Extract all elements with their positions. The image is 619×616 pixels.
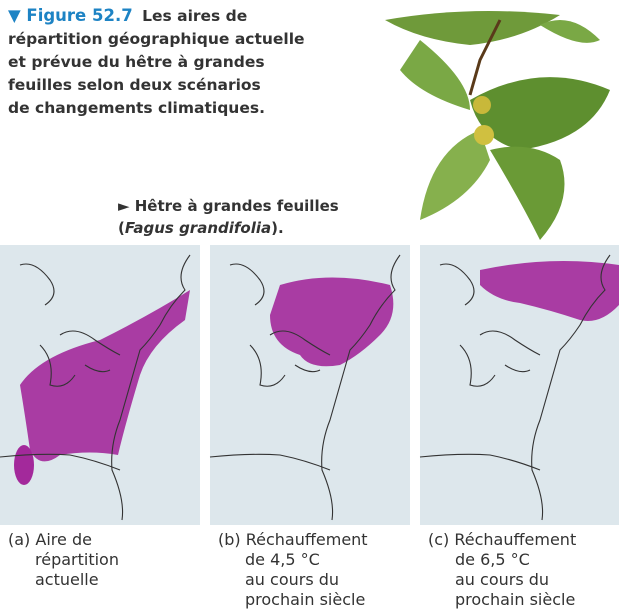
figure-label: ▼ Figure 52.7 bbox=[8, 6, 133, 25]
caption-line: et prévue du hêtre à grandes bbox=[8, 53, 265, 71]
panel-line: (c) Réchauffement bbox=[428, 530, 619, 550]
panel-text: actuelle bbox=[35, 570, 99, 589]
panel-line: (b) Réchauffement bbox=[218, 530, 418, 550]
species: Fagus grandifolia bbox=[124, 219, 272, 237]
panel-text: répartition bbox=[35, 550, 119, 569]
panel-letter: (b) bbox=[218, 530, 241, 549]
paren: ( bbox=[118, 219, 125, 237]
caption-line: répartition géographique actuelle bbox=[8, 30, 305, 48]
panel-text: au cours du bbox=[455, 570, 550, 589]
caption-line: Les aires de bbox=[142, 7, 248, 25]
panel-text: de 4,5 °C bbox=[245, 550, 320, 569]
photo-caption-line: ► Hêtre à grandes feuilles bbox=[118, 197, 339, 215]
panel-text: au cours du bbox=[245, 570, 340, 589]
maps bbox=[0, 245, 619, 525]
panel-label: (a) Aire de répartition actuelle bbox=[8, 530, 208, 590]
paren: ). bbox=[271, 219, 284, 237]
map-c bbox=[419, 245, 619, 525]
panel-letter: (a) bbox=[8, 530, 31, 549]
panel-line: (a) Aire de bbox=[8, 530, 208, 550]
panel-label: (c) Réchauffement de 6,5 °C au cours du pro… bbox=[428, 530, 619, 610]
panel-text: Aire de bbox=[35, 530, 92, 549]
panel-label: (b) Réchauffement de 4,5 °C au cours du pro… bbox=[218, 530, 418, 610]
panel-text: Réchauffement bbox=[454, 530, 577, 549]
figure-caption: ▼ Figure 52.7 Les aires de répartition gé… bbox=[8, 4, 305, 120]
photo-caption: ► Hêtre à grandes feuilles (Fagus grandi… bbox=[118, 195, 339, 239]
panel-text: prochain siècle bbox=[455, 590, 576, 609]
panel-text: Réchauffement bbox=[245, 530, 368, 549]
panel-text: prochain siècle bbox=[245, 590, 366, 609]
panel-text: de 6,5 °C bbox=[455, 550, 530, 569]
caption-line: de changements climatiques. bbox=[8, 99, 265, 117]
map-a bbox=[0, 245, 200, 525]
panel-letter: (c) bbox=[428, 530, 450, 549]
map-b bbox=[209, 245, 410, 525]
caption-line: feuilles selon deux scénarios bbox=[8, 76, 261, 94]
leaf-photo bbox=[385, 11, 610, 240]
